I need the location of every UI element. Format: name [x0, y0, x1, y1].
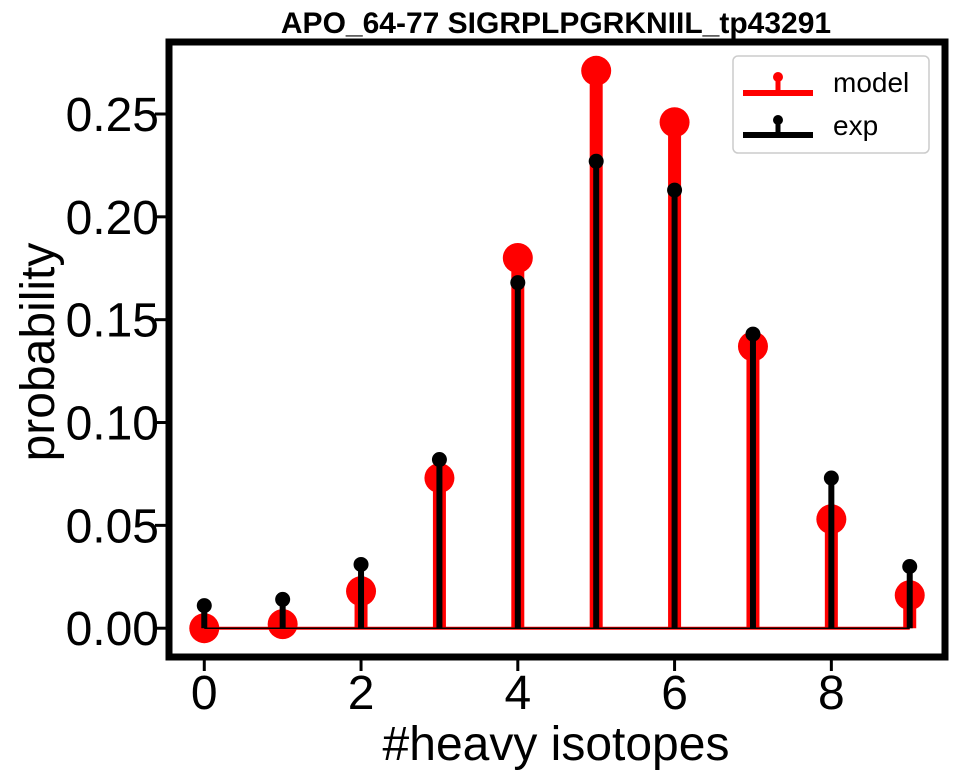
- legend-item-model: model: [743, 67, 909, 98]
- x-tick-label-4: 8: [818, 667, 845, 720]
- y-tick-label-0: 0.00: [66, 603, 159, 656]
- y-tick-label-3: 0.15: [66, 295, 159, 348]
- plot-frame: [165, 38, 949, 661]
- axes: 0.00 0.05 0.10 0.15 0.20 0.25 0 2 4 6 8: [66, 89, 845, 720]
- legend-exp-marker: [773, 115, 783, 125]
- exp-marker-3: [431, 452, 447, 468]
- model-marker-6: [659, 107, 690, 138]
- exp-marker-6: [667, 182, 683, 198]
- legend-model-marker: [773, 72, 783, 82]
- exp-marker-0: [196, 598, 212, 614]
- plot-area: [189, 55, 925, 644]
- exp-marker-5: [588, 153, 604, 169]
- x-tick-label-1: 2: [348, 667, 375, 720]
- legend-model-label: model: [833, 67, 909, 98]
- x-tick-label-3: 6: [661, 667, 688, 720]
- y-tick-label-1: 0.05: [66, 500, 159, 553]
- exp-marker-2: [353, 556, 369, 572]
- legend-box: [732, 55, 930, 154]
- model-marker-5: [581, 55, 612, 86]
- exp-marker-1: [275, 591, 291, 607]
- model-marker-4: [502, 242, 533, 273]
- exp-marker-7: [745, 326, 761, 342]
- x-tick-label-0: 0: [191, 667, 218, 720]
- chart-title: APO_64-77 SIGRPLPGRKNIIL_tp43291: [281, 7, 831, 40]
- exp-marker-9: [902, 558, 918, 574]
- y-tick-label-5: 0.25: [66, 89, 159, 142]
- exp-marker-4: [510, 275, 526, 291]
- legend-exp-label: exp: [833, 110, 878, 141]
- legend: model exp: [732, 55, 930, 154]
- x-tick-label-2: 4: [504, 667, 531, 720]
- y-tick-label-2: 0.10: [66, 398, 159, 451]
- legend-item-exp: exp: [743, 110, 878, 141]
- x-axis-label: #heavy isotopes: [383, 718, 730, 771]
- exp-marker-8: [823, 470, 839, 486]
- y-axis-label: probability: [12, 243, 65, 462]
- y-tick-label-4: 0.20: [66, 192, 159, 245]
